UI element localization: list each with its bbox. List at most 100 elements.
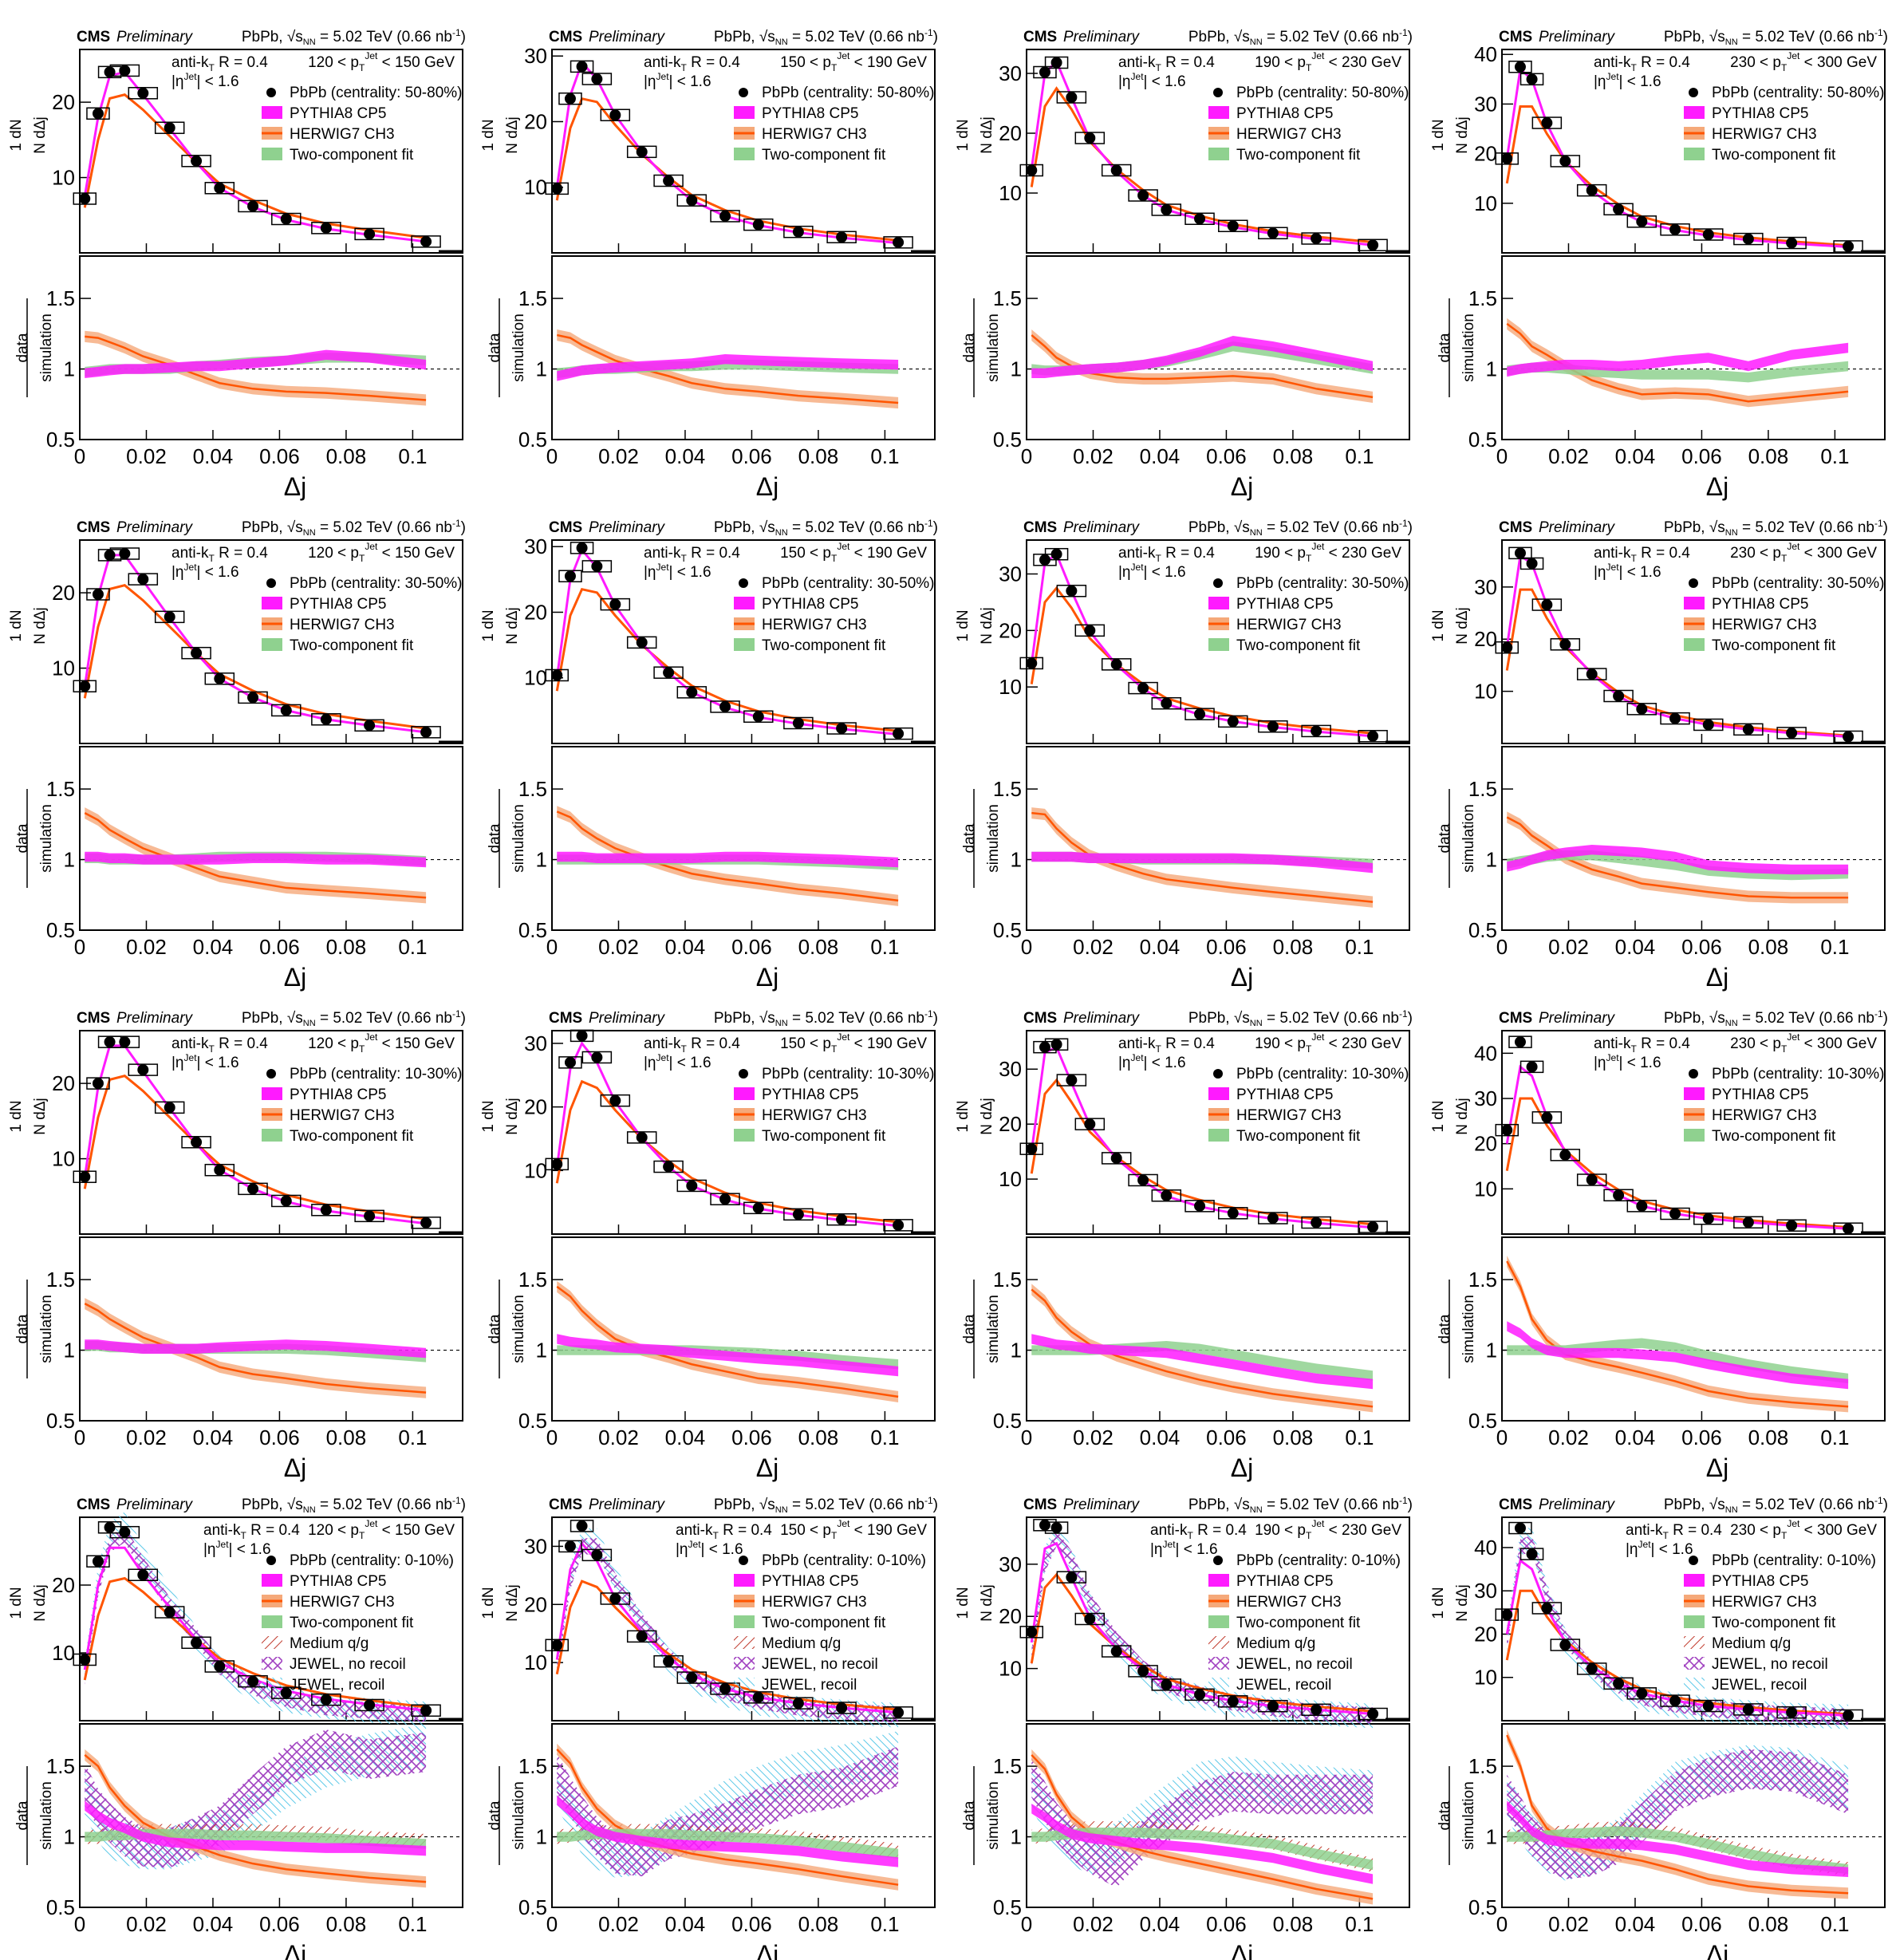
- data-point: [104, 549, 116, 561]
- data-point: [1084, 625, 1096, 637]
- data-point: [1786, 1706, 1798, 1718]
- data-point: [1367, 1221, 1379, 1233]
- data-point: [752, 219, 764, 231]
- legend-jewel-norecoil-swatch: [1208, 1657, 1229, 1670]
- data-point: [1526, 558, 1538, 570]
- ratio-y-tick-label: 1: [536, 1339, 547, 1363]
- legend-herwig-label: HERWIG7 CH3: [1712, 617, 1817, 633]
- legend-data-marker: [266, 1556, 276, 1565]
- eta-cut-label: |ηJet| < 1.6: [171, 562, 239, 581]
- data-point: [1066, 1075, 1078, 1086]
- ratio-herwig-line: [1031, 1754, 1374, 1900]
- data-point: [104, 1521, 116, 1533]
- x-tick-label: 0.04: [1615, 444, 1656, 468]
- legend-data-label: PbPb (centrality: 30-50%): [762, 575, 935, 592]
- ratio-frame: [551, 1723, 936, 1908]
- legend-fit-swatch: [734, 1615, 755, 1628]
- main-frame: [79, 49, 463, 254]
- legend-fit-label: Two-component fit: [1712, 1615, 1836, 1631]
- ratio-frame: [1501, 255, 1886, 440]
- ratio-y-tick-label: 1.5: [518, 1268, 547, 1292]
- eta-cut-label: |ηJet| < 1.6: [1118, 562, 1186, 581]
- data-point: [1194, 213, 1206, 225]
- x-tick-label: 0.08: [798, 1912, 839, 1936]
- x-tick-label: 0.1: [398, 1426, 427, 1449]
- data-point: [214, 672, 226, 684]
- data-point: [1367, 730, 1379, 742]
- data-point: [1559, 155, 1571, 167]
- x-tick-label: 0.02: [1548, 1426, 1589, 1449]
- x-tick-label: 0: [74, 444, 85, 468]
- y-tick-label: 10: [524, 1650, 547, 1674]
- data-point: [1161, 697, 1173, 709]
- jet-algorithm-label: anti-kT R = 0.4: [1118, 545, 1215, 564]
- eta-cut-label: |ηJet| < 1.6: [203, 1539, 271, 1558]
- data-point: [792, 226, 804, 238]
- ratio-herwig-line: [1506, 1734, 1849, 1895]
- jet-algorithm-label: anti-kT R = 0.4: [1594, 545, 1690, 564]
- x-axis-title: Δj: [284, 1940, 306, 1960]
- legend-pythia-swatch: [1684, 1574, 1705, 1587]
- data-point: [1227, 1207, 1239, 1219]
- data-point: [1514, 1036, 1526, 1048]
- legend-pythia-label: PYTHIA8 CP5: [1712, 1573, 1808, 1590]
- x-tick-label: 0.04: [1615, 935, 1656, 959]
- eta-cut-label: |ηJet| < 1.6: [1150, 1539, 1218, 1558]
- data-point: [1586, 668, 1598, 680]
- jet-algorithm-label: anti-kT R = 0.4: [171, 545, 268, 564]
- data-point: [1137, 190, 1149, 201]
- legend-pythia-swatch: [734, 1574, 755, 1587]
- data-point: [1559, 1149, 1571, 1161]
- ratio-frame: [79, 1723, 463, 1908]
- legend-herwig-label: HERWIG7 CH3: [290, 617, 395, 633]
- ratio-y-tick-label: 1.5: [993, 286, 1022, 310]
- y-tick-label: 20: [52, 581, 75, 605]
- legend-data-marker: [266, 1069, 276, 1079]
- x-tick-label: 0.02: [1073, 935, 1114, 959]
- data-point: [564, 1056, 576, 1068]
- ratio-herwig-line: [85, 335, 427, 401]
- legend-data-label: PbPb (centrality: 10-30%): [762, 1066, 935, 1083]
- legend-fit-swatch: [1208, 1129, 1229, 1142]
- main-y-axis-title: 1 dN N dΔj: [1430, 116, 1471, 153]
- x-tick-label: 0.1: [398, 1912, 427, 1936]
- x-tick-label: 0.1: [1345, 1426, 1374, 1449]
- x-tick-label: 0: [1021, 444, 1032, 468]
- main-frame: [1026, 1030, 1410, 1235]
- data-point: [551, 183, 563, 195]
- main-frame: [79, 1516, 463, 1721]
- x-tick-label: 0.08: [1748, 1426, 1789, 1449]
- y-tick-label: 20: [1474, 1622, 1497, 1646]
- data-point: [1194, 1689, 1206, 1701]
- data-point: [576, 1030, 588, 1042]
- data-syst-box: [1626, 1200, 1657, 1213]
- data-point: [1066, 92, 1078, 103]
- legend-pythia-swatch: [262, 597, 282, 609]
- data-point: [1050, 1522, 1062, 1534]
- x-tick-label: 0: [1496, 444, 1508, 468]
- ratio-y-tick-label: 0.5: [1468, 428, 1497, 452]
- y-tick-label: 20: [524, 109, 547, 133]
- data-point: [1137, 1665, 1149, 1677]
- pt-range-label: 150 < pTJet < 190 GeV: [780, 1518, 927, 1541]
- x-tick-label: 0.1: [870, 1426, 899, 1449]
- data-point: [92, 108, 104, 120]
- eta-cut-label: |ηJet| < 1.6: [1594, 71, 1661, 90]
- data-point: [1669, 1208, 1681, 1220]
- ratio-pythia-band: [85, 1339, 427, 1359]
- x-tick-label: 0: [546, 1912, 558, 1936]
- ratio-herwig-line: [1506, 816, 1849, 899]
- data-point: [636, 1631, 648, 1643]
- x-tick-label: 0: [74, 935, 85, 959]
- ratio-herwig-line: [1031, 811, 1374, 903]
- ratio-herwig-line: [84, 1303, 427, 1394]
- data-point: [1227, 1695, 1239, 1707]
- x-tick-label: 0.08: [1273, 444, 1314, 468]
- x-tick-label: 0.02: [1548, 935, 1589, 959]
- main-frame: [79, 539, 463, 744]
- legend-fit-label: Two-component fit: [762, 1615, 886, 1631]
- legend-fit-swatch: [1684, 638, 1705, 651]
- data-point: [1669, 1695, 1681, 1707]
- legend-pythia-label: PYTHIA8 CP5: [1712, 596, 1808, 613]
- data-point: [191, 1637, 203, 1649]
